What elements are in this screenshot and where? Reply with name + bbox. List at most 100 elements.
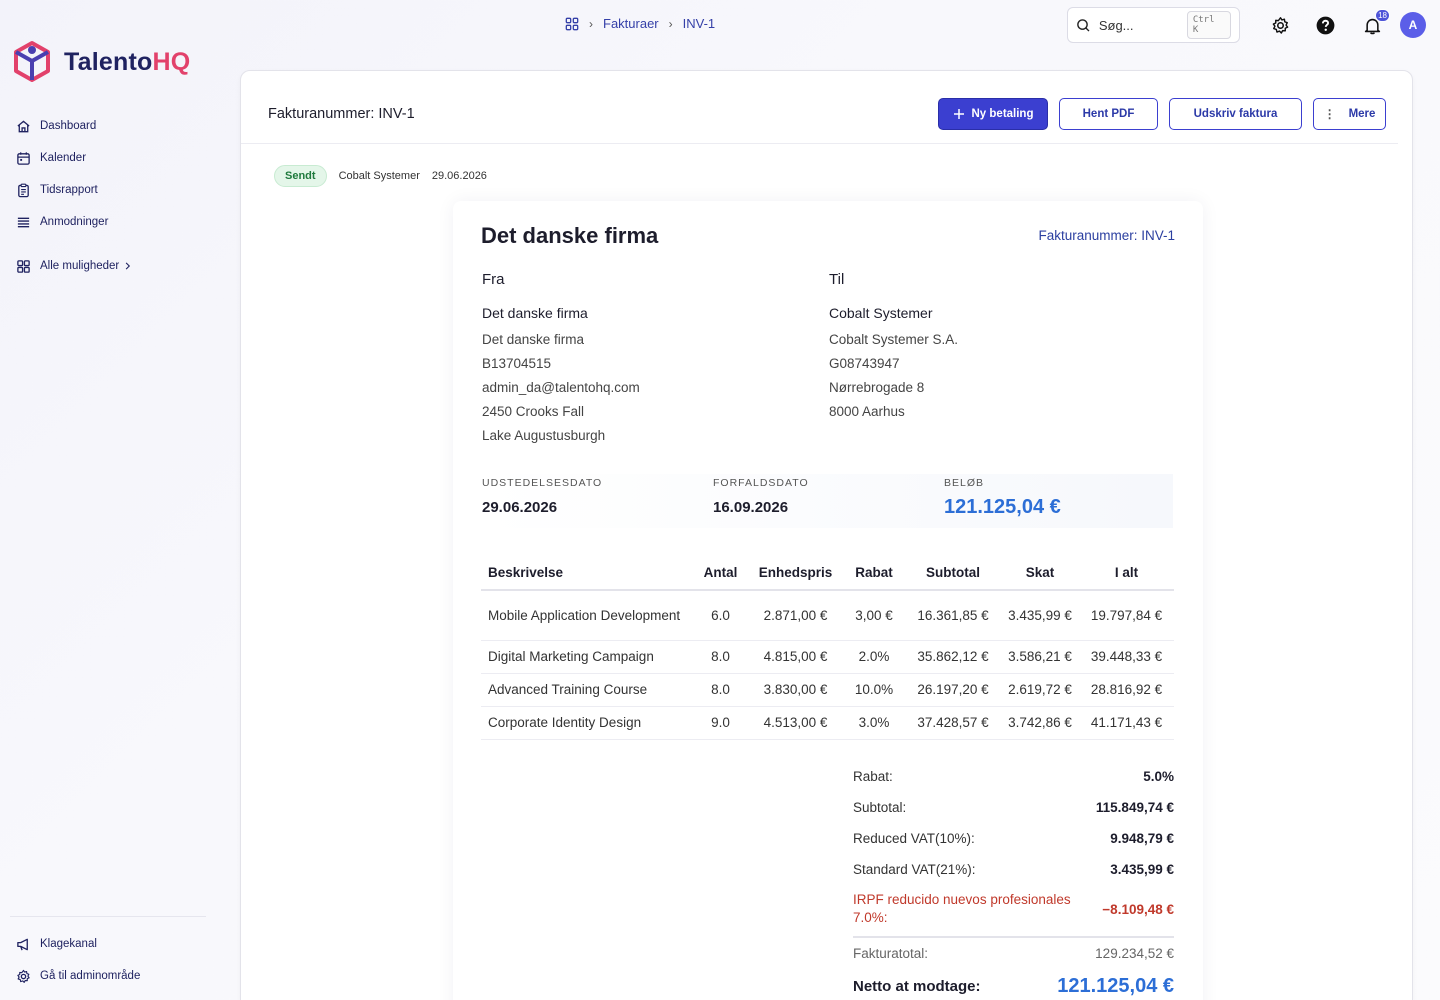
logo[interactable]: TalentoHQ: [12, 40, 190, 84]
brand-name: TalentoHQ: [64, 47, 191, 76]
to-line: G08743947: [829, 356, 900, 371]
from-party: Fra Det danske firma Det danske firma B1…: [482, 271, 782, 448]
to-line: Nørrebrogade 8: [829, 380, 925, 395]
from-line: Lake Augustusburgh: [482, 428, 606, 443]
table-cell: 4.815,00 €: [748, 640, 843, 674]
invoice-meta: Sendt Cobalt Systemer 29.06.2026: [274, 165, 487, 187]
sidebar-item-dashboard[interactable]: Dashboard: [16, 110, 206, 142]
sidebar-item-timesheet[interactable]: Tidsrapport: [16, 174, 206, 206]
totals-summary: Rabat: 5.0% Subtotal: 115.849,74 € Reduc…: [853, 761, 1174, 1000]
table-row: Advanced Training Course 8.0 3.830,00 € …: [481, 673, 1174, 707]
grid-icon: [17, 259, 30, 273]
totals-label: Standard VAT(21%):: [853, 862, 976, 877]
list-icon: [17, 217, 30, 227]
to-party: Til Cobalt Systemer Cobalt Systemer S.A.…: [829, 271, 1129, 424]
avatar[interactable]: A: [1400, 12, 1426, 38]
page-title: Fakturanummer: INV-1: [268, 106, 415, 122]
chevron-right-icon: ›: [589, 16, 593, 31]
due-date-value: 16.09.2026: [713, 499, 789, 516]
table-cell: 16.361,85 €: [905, 590, 1001, 641]
bell-icon: [1364, 18, 1380, 34]
print-invoice-label: Udskriv faktura: [1193, 108, 1278, 120]
search-box[interactable]: Ctrl K: [1067, 7, 1240, 43]
invoice-number: Fakturanummer: INV-1: [1038, 228, 1175, 243]
from-line: 2450 Crooks Fall: [482, 404, 585, 419]
sidebar: TalentoHQ Dashboard Kalender Tidsrapport…: [0, 0, 220, 1000]
table-cell: 8.0: [693, 673, 748, 707]
sidebar-item-requests[interactable]: Anmodninger: [16, 206, 206, 238]
meta-client: Cobalt Systemer: [338, 170, 420, 182]
to-line: 8000 Aarhus: [829, 404, 905, 419]
table-cell: 26.197,20 €: [905, 673, 1001, 707]
totals-standard-vat-row: Standard VAT(21%): 3.435,99 €: [853, 854, 1174, 885]
home-icon: [17, 119, 30, 132]
totals-value: 3.435,99 €: [1110, 862, 1174, 877]
sidebar-item-complaints[interactable]: Klagekanal: [16, 928, 216, 960]
table-cell: 3.0%: [843, 706, 905, 740]
search-input[interactable]: [1098, 17, 1179, 33]
sidebar-item-label: Kalender: [40, 152, 87, 164]
totals-label: Subtotal:: [853, 800, 907, 815]
notifications-button[interactable]: 18: [1361, 9, 1390, 36]
sidebar-item-admin[interactable]: Gå til adminområde: [16, 960, 216, 992]
column-header: Skat: [1001, 556, 1079, 591]
gear-icon: [17, 969, 30, 983]
totals-label: Reduced VAT(10%):: [853, 831, 975, 846]
action-bar: Ny betaling Hent PDF Udskriv faktura ⋮ M…: [938, 98, 1386, 130]
totals-label: Netto at modtage:: [853, 977, 981, 995]
totals-value: −8.109,48 €: [1102, 901, 1174, 917]
new-payment-label: Ny betaling: [971, 108, 1034, 120]
from-email: admin_da@talentohq.com: [482, 380, 640, 395]
totals-irpf-row: IRPF reducido nuevos profesionales 7.0%:…: [853, 885, 1174, 933]
more-button[interactable]: ⋮ Mere: [1313, 98, 1386, 130]
breadcrumb-invoices[interactable]: Fakturaer: [603, 16, 659, 31]
table-cell: Corporate Identity Design: [481, 706, 693, 740]
sidebar-item-label: Anmodninger: [40, 216, 109, 228]
column-header: Subtotal: [905, 556, 1001, 591]
issue-date-label: UDSTEDELSESDATO: [482, 477, 603, 489]
table-cell: 6.0: [693, 590, 748, 641]
table-row: Digital Marketing Campaign 8.0 4.815,00 …: [481, 640, 1174, 674]
vertical-dots-icon: ⋮: [1323, 107, 1336, 121]
totals-label: Fakturatotal:: [853, 946, 929, 961]
table-cell: 3.830,00 €: [748, 673, 843, 707]
table-cell: 28.816,92 €: [1079, 673, 1174, 707]
table-cell: 41.171,43 €: [1079, 706, 1174, 740]
amount-value: 121.125,04 €: [944, 496, 1061, 518]
search-shortcut: Ctrl K: [1186, 11, 1231, 39]
more-label: Mere: [1348, 108, 1376, 120]
table-cell: Mobile Application Development: [481, 590, 693, 641]
sidebar-item-label: Alle muligheder: [40, 260, 120, 272]
totals-net-row: Netto at modtage: 121.125,04 €: [853, 969, 1174, 1000]
megaphone-icon: [17, 938, 28, 950]
chevron-right-icon: [125, 262, 131, 270]
help-button[interactable]: [1314, 14, 1336, 36]
column-header: Beskrivelse: [481, 556, 693, 591]
sidebar-item-label: Klagekanal: [40, 938, 97, 950]
table-cell: 10.0%: [843, 673, 905, 707]
totals-value: 5.0%: [1143, 769, 1174, 784]
table-row: Corporate Identity Design 9.0 4.513,00 €…: [481, 706, 1174, 740]
sidebar-nav: Dashboard Kalender Tidsrapport Anmodning…: [16, 110, 206, 282]
breadcrumb-current[interactable]: INV-1: [682, 16, 716, 31]
table-cell: 4.513,00 €: [748, 706, 843, 740]
settings-button[interactable]: [1269, 14, 1291, 36]
sidebar-item-label: Tidsrapport: [40, 184, 98, 196]
gear-icon: [1272, 16, 1288, 34]
invoice-detail-card: Fakturanummer: INV-1 Ny betaling Hent PD…: [240, 70, 1413, 1000]
apps-grid-icon[interactable]: [565, 17, 579, 31]
sidebar-item-calendar[interactable]: Kalender: [16, 142, 206, 174]
table-cell: 2.0%: [843, 640, 905, 674]
plus-icon: [953, 109, 964, 119]
cube-logo-icon: [14, 41, 50, 82]
from-name: Det danske firma: [482, 305, 588, 321]
amount-label: BELØB: [944, 477, 985, 489]
print-invoice-button[interactable]: Udskriv faktura: [1169, 98, 1302, 130]
clipboard-icon: [18, 183, 29, 197]
sidebar-item-all-options[interactable]: Alle muligheder: [16, 250, 206, 282]
new-payment-button[interactable]: Ny betaling: [938, 98, 1048, 130]
totals-divider: [853, 936, 1174, 938]
issue-date-block: UDSTEDELSESDATO 29.06.2026: [482, 477, 602, 516]
totals-label: IRPF reducido nuevos profesionales 7.0%:: [853, 892, 1071, 925]
download-pdf-button[interactable]: Hent PDF: [1059, 98, 1158, 130]
